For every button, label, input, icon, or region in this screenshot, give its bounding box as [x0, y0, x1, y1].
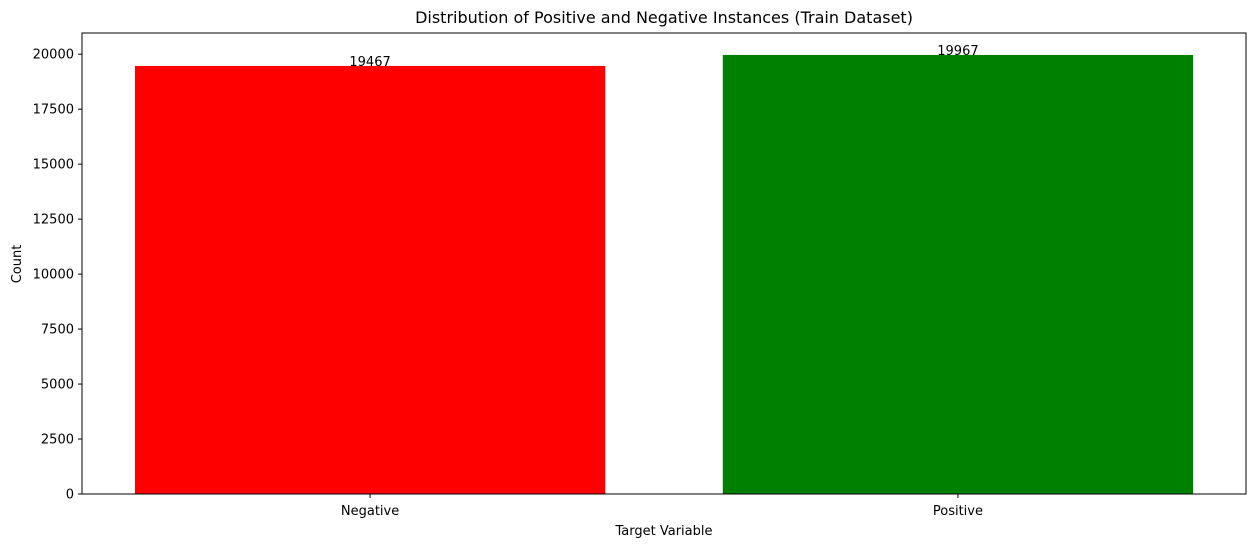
plot-frame: [81, 32, 1247, 495]
bar-negative: [134, 65, 606, 494]
x-tick-label: Positive: [933, 504, 983, 519]
y-tick-label: 0: [66, 488, 74, 503]
y-tick-label: 17500: [33, 103, 74, 118]
y-tick-label: 2500: [41, 433, 74, 448]
x-axis-label: Target Variable: [615, 524, 713, 539]
y-axis-label: Count: [10, 245, 25, 284]
y-tick-label: 12500: [33, 213, 74, 228]
y-tick-label: 5000: [41, 378, 74, 393]
y-axis: 0 2500 5000 7500 10000 12500 15000 17500 20000: [33, 48, 82, 503]
y-tick-label: 15000: [33, 158, 74, 173]
bar-positive: [722, 54, 1194, 494]
data-label-positive: 19967: [937, 44, 978, 59]
y-tick-label: 20000: [33, 48, 74, 63]
y-tick-label: 10000: [33, 268, 74, 283]
y-tick-label: 7500: [41, 323, 74, 338]
x-axis: Negative Positive: [341, 494, 983, 519]
chart-title: Distribution of Positive and Negative In…: [415, 8, 913, 27]
bars-group: [134, 54, 1194, 494]
x-tick-label: Negative: [341, 504, 399, 519]
data-label-negative: 19467: [349, 55, 390, 70]
data-labels-group: 19467 19967: [349, 44, 978, 70]
